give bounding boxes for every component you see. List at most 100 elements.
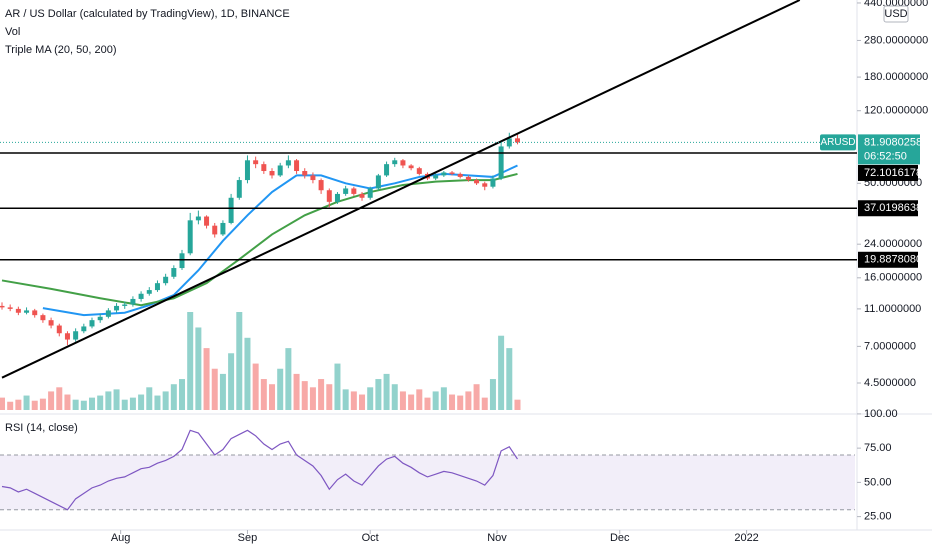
candle-body xyxy=(474,180,480,184)
volume-bar xyxy=(465,391,472,410)
candle-body xyxy=(15,308,21,313)
volume-bar xyxy=(244,337,251,410)
candle-body xyxy=(465,176,471,181)
volume-bar xyxy=(138,394,145,410)
candle-body xyxy=(228,197,234,223)
volume-bar xyxy=(7,401,14,410)
y-tick-label: 120.0000000 xyxy=(864,105,928,117)
candle-body xyxy=(498,146,504,179)
candle-body xyxy=(244,160,250,181)
y-tick-label: 4.5000000 xyxy=(864,377,916,389)
volume-bar xyxy=(72,399,79,410)
candle-body xyxy=(40,315,46,321)
last-price-box xyxy=(858,134,920,165)
candle-body xyxy=(506,138,512,147)
candle-body xyxy=(408,165,414,169)
candle-body xyxy=(56,325,62,334)
candle-body xyxy=(236,180,242,198)
volume-bar xyxy=(105,391,112,410)
candle-body xyxy=(122,304,128,306)
candle-body xyxy=(285,160,291,166)
level-label: 72.1016178 xyxy=(864,167,922,179)
candle-body xyxy=(261,164,267,172)
volume-bar xyxy=(121,399,128,410)
volume-bar xyxy=(236,312,243,410)
volume-bar xyxy=(399,391,406,410)
candle-body xyxy=(32,310,38,316)
volume-bar xyxy=(318,379,325,410)
y-tick-label: 24.0000000 xyxy=(864,238,922,250)
candle-body xyxy=(400,160,406,166)
currency: USD xyxy=(884,8,907,20)
x-tick-label: Oct xyxy=(362,532,379,544)
y-tick-label: 440.0000000 xyxy=(864,0,928,9)
x-tick-label: Nov xyxy=(487,532,507,544)
volume-bar xyxy=(129,397,136,410)
y-tick-label: 7.0000000 xyxy=(864,340,916,352)
x-tick-label: Aug xyxy=(111,532,131,544)
x-tick-label: Sep xyxy=(238,532,258,544)
volume-bar xyxy=(162,391,169,410)
volume-bar xyxy=(326,384,333,410)
volume-bar xyxy=(350,391,357,410)
candle-body xyxy=(64,333,70,340)
candle-body xyxy=(384,164,390,176)
candle-body xyxy=(449,172,455,174)
volume-bar xyxy=(416,389,423,410)
candle-body xyxy=(24,310,30,313)
volume-bar xyxy=(277,368,284,410)
candle-body xyxy=(441,172,447,176)
candle-body xyxy=(277,165,283,176)
symbol-label: ARUSD xyxy=(820,137,855,148)
chart-title: AR / US Dollar (calculated by TradingVie… xyxy=(5,8,290,20)
candle-body xyxy=(154,283,160,291)
candle-body xyxy=(146,290,152,294)
candle-body xyxy=(269,171,275,176)
candle-body xyxy=(130,298,136,305)
candle-body xyxy=(343,188,349,194)
volume-bar xyxy=(489,379,496,410)
currency-box[interactable] xyxy=(883,5,909,23)
volume-bar xyxy=(31,400,38,410)
candle-body xyxy=(351,188,357,194)
candle-body xyxy=(326,190,332,202)
candle-body xyxy=(375,175,381,189)
rsi-tick-label: 100.00 xyxy=(864,408,898,420)
rsi-title: RSI (14, close) xyxy=(5,422,78,434)
volume-bar xyxy=(170,384,177,410)
volume-bar xyxy=(0,397,5,410)
volume-bar xyxy=(269,384,276,410)
candle-body xyxy=(334,193,340,202)
volume-bar xyxy=(154,395,161,410)
candle-body xyxy=(457,173,463,177)
ma-title: Triple MA (20, 50, 200) xyxy=(5,44,116,56)
volume-bar xyxy=(375,379,382,410)
candle-body xyxy=(89,320,95,327)
volume-bar xyxy=(56,387,63,410)
volume-bar xyxy=(48,391,55,410)
candle-body xyxy=(220,222,226,235)
candle-body xyxy=(114,305,120,311)
volume-bar xyxy=(481,397,488,410)
candle-body xyxy=(212,225,218,235)
volume-bar xyxy=(179,379,186,410)
volume-bar xyxy=(359,394,366,410)
candle-body xyxy=(302,171,308,176)
volume-bar xyxy=(449,394,456,410)
level-label: 19.8878080 xyxy=(864,254,922,266)
y-tick-label: 16.0000000 xyxy=(864,272,922,284)
volume-bar xyxy=(146,387,153,410)
volume-bar xyxy=(23,395,30,410)
rsi-tick-label: 75.00 xyxy=(864,442,892,454)
candle-body xyxy=(195,216,201,221)
volume-bar xyxy=(113,389,120,410)
volume-bar xyxy=(498,335,505,410)
candle-body xyxy=(318,180,324,191)
volume-bar xyxy=(309,387,316,410)
candle-body xyxy=(490,178,496,187)
last-price-label: 81.9080258 xyxy=(864,136,922,148)
volume-bar xyxy=(457,395,464,410)
